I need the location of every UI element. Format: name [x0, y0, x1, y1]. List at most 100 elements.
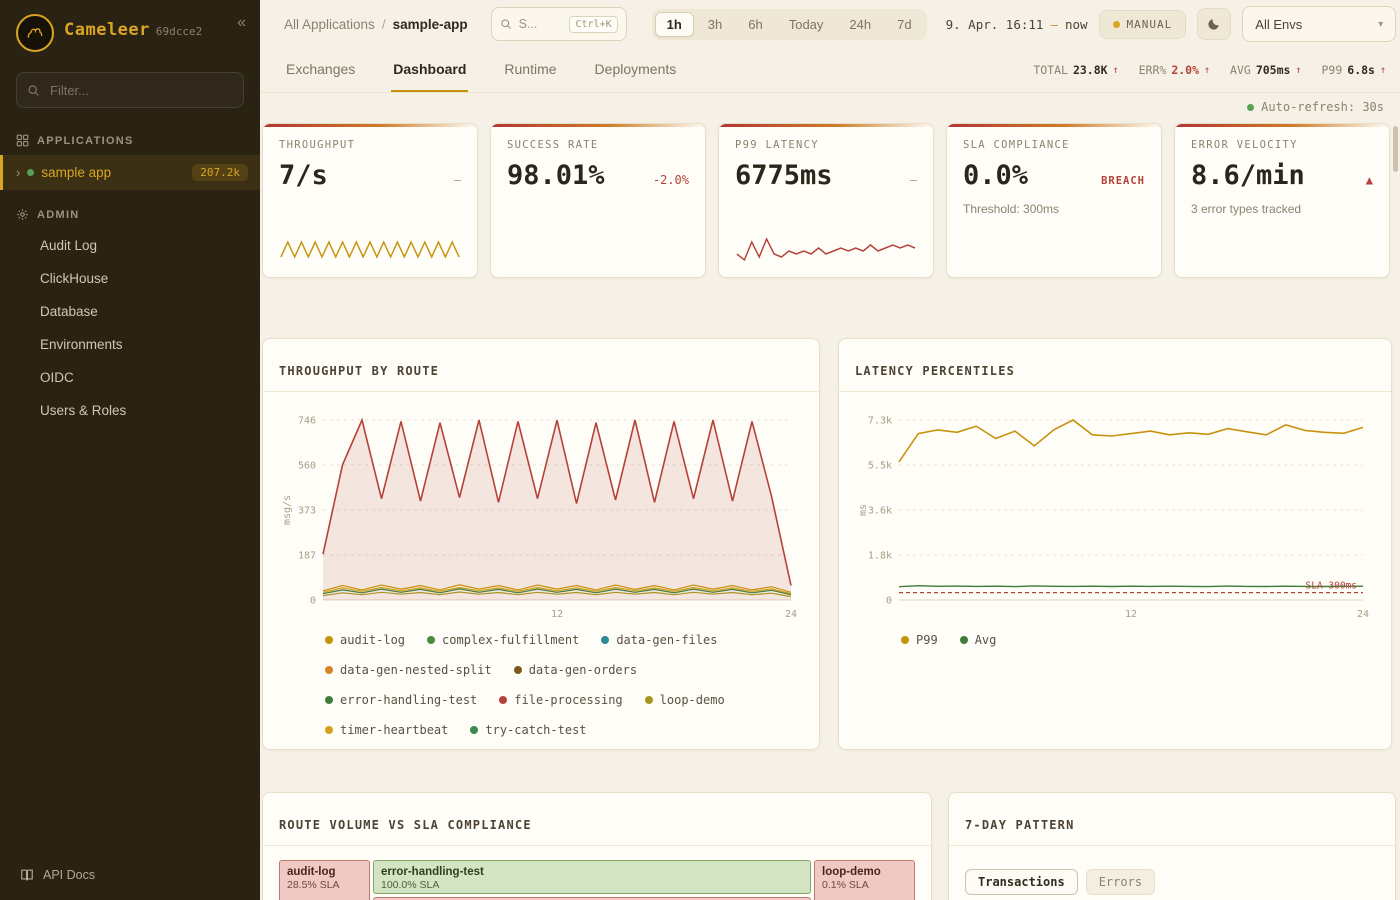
treemap-block-loop-demo[interactable]: loop-demo0.1% SLA	[814, 860, 915, 900]
sidebar-filter-input[interactable]	[48, 82, 233, 99]
legend-dot	[601, 636, 609, 644]
sidebar-item-database[interactable]: Database	[0, 295, 260, 328]
sidebar-collapse-icon[interactable]: «	[237, 14, 246, 32]
heatmap-tab-transactions[interactable]: Transactions	[965, 869, 1078, 895]
legend-dot	[499, 696, 507, 704]
breadcrumb-current: sample-app	[393, 17, 468, 32]
sidebar-item-environments[interactable]: Environments	[0, 328, 260, 361]
app-root: Cameleer 69dcce2 « APPLICATIONS › sample…	[0, 0, 1400, 900]
manual-refresh-button[interactable]: MANUAL	[1099, 10, 1187, 39]
applications-section-label: APPLICATIONS	[0, 124, 260, 155]
date-to: now	[1065, 17, 1088, 32]
svg-text:ms: ms	[858, 504, 869, 516]
chevron-right-icon[interactable]: ›	[16, 165, 20, 180]
sidebar-item-clickhouse[interactable]: ClickHouse	[0, 262, 260, 295]
tabs: Exchanges Dashboard Runtime Deployments	[284, 48, 678, 92]
panel-title: THROUGHPUT BY ROUTE	[263, 349, 819, 392]
throughput-by-route-canvas: 01873735607461224msg/s	[279, 410, 805, 622]
book-icon	[20, 868, 34, 882]
legend-item-loop-demo[interactable]: loop-demo	[645, 693, 725, 707]
legend-item-error-handling-test[interactable]: error-handling-test	[325, 693, 477, 707]
treemap-block-error-handling-test[interactable]: error-handling-test100.0% SLA	[373, 860, 811, 894]
app-status-dot	[27, 169, 34, 176]
admin-label: ADMIN	[37, 209, 80, 221]
date-range[interactable]: 9. Apr. 16:11 — now	[946, 17, 1088, 32]
tab-exchanges[interactable]: Exchanges	[284, 48, 357, 92]
sidebar-item-sample-app[interactable]: › sample app 207.2k	[0, 155, 260, 190]
svg-text:187: 187	[298, 550, 316, 561]
stat-value: 6.8s	[1347, 63, 1375, 77]
time-range-7d[interactable]: 7d	[885, 12, 923, 37]
panel-latency-percentiles: LATENCY PERCENTILES 01.8k3.6k5.5k7.3k122…	[838, 338, 1392, 750]
breadcrumb: All Applications / sample-app	[284, 17, 468, 32]
kpi-value: 98.01%	[507, 160, 605, 191]
svg-text:7.3k: 7.3k	[868, 415, 892, 426]
treemap-block-audit-log[interactable]: audit-log28.5% SLA	[279, 860, 370, 900]
sla-treemap: audit-log28.5% SLAerror-handling-test100…	[279, 860, 915, 900]
kpi-subtitle: Threshold: 300ms	[963, 202, 1145, 216]
svg-text:0: 0	[310, 595, 316, 606]
sparkline	[735, 234, 917, 268]
legend-item-try-catch-test[interactable]: try-catch-test	[470, 723, 586, 737]
kpi-delta: –	[454, 173, 461, 187]
app-item-badge: 207.2k	[192, 164, 248, 181]
time-range-3h[interactable]: 3h	[696, 12, 734, 37]
brand-text: Cameleer 69dcce2	[64, 20, 202, 40]
tabbar: Exchanges Dashboard Runtime Deployments TOT…	[260, 48, 1400, 93]
panel-route-volume-sla: ROUTE VOLUME VS SLA COMPLIANCE audit-log…	[262, 792, 932, 900]
header-stats: TOTAL23.8K↑ERR%2.0%↑AVG705ms↑P996.8s↑	[1033, 48, 1386, 92]
kpi-card-p99-latency: P99 LATENCY6775ms–	[718, 123, 934, 278]
env-selector-value: All Envs	[1255, 17, 1302, 32]
heatmap-tab-errors[interactable]: Errors	[1086, 869, 1155, 895]
latency-chart: 01.8k3.6k5.5k7.3k1224msSLA 300ms	[855, 410, 1375, 625]
time-range-24h[interactable]: 24h	[837, 12, 883, 37]
legend-item-file-processing[interactable]: file-processing	[499, 693, 622, 707]
legend-item-complex-fulfillment[interactable]: complex-fulfillment	[427, 633, 579, 647]
sidebar-item-users-roles[interactable]: Users & Roles	[0, 394, 260, 427]
charts-row: THROUGHPUT BY ROUTE 01873735607461224msg…	[260, 278, 1400, 750]
applications-icon	[16, 134, 29, 147]
svg-text:SLA 300ms: SLA 300ms	[1306, 581, 1357, 592]
kpi-card-throughput: THROUGHPUT7/s–	[262, 123, 478, 278]
tab-runtime[interactable]: Runtime	[502, 48, 558, 92]
sidebar-filter[interactable]	[16, 72, 244, 108]
kpi-value: 6775ms	[735, 160, 833, 191]
time-range-6h[interactable]: 6h	[736, 12, 774, 37]
dark-mode-toggle[interactable]	[1197, 8, 1231, 40]
search-icon	[27, 84, 40, 97]
sidebar-item-audit-log[interactable]: Audit Log	[0, 229, 260, 262]
legend-item-avg[interactable]: Avg	[960, 633, 997, 647]
env-selector[interactable]: All Envs ▾	[1242, 6, 1396, 42]
stat-value: 23.8K	[1073, 63, 1108, 77]
breadcrumb-root[interactable]: All Applications	[284, 17, 375, 32]
legend-dot	[901, 636, 909, 644]
legend-item-data-gen-files[interactable]: data-gen-files	[601, 633, 717, 647]
legend-item-audit-log[interactable]: audit-log	[325, 633, 405, 647]
legend-dot	[645, 696, 653, 704]
sparkline	[279, 234, 461, 268]
kpi-delta: –	[910, 173, 917, 187]
legend-item-p99[interactable]: P99	[901, 633, 938, 647]
heatmap-tabs: Transactions Errors	[949, 856, 1395, 900]
search-shortcut-kbd: Ctrl+K	[569, 16, 617, 33]
kpi-title: SLA COMPLIANCE	[963, 139, 1145, 151]
admin-section-label: ADMIN	[0, 198, 260, 229]
tab-deployments[interactable]: Deployments	[593, 48, 679, 92]
legend-item-data-gen-orders[interactable]: data-gen-orders	[514, 663, 637, 677]
sidebar-item-api-docs[interactable]: API Docs	[0, 854, 260, 900]
global-search[interactable]: S... Ctrl+K	[491, 7, 627, 41]
stat-value: 705ms	[1256, 63, 1291, 77]
time-range-today[interactable]: Today	[777, 12, 836, 37]
brand-suffix: 69dcce2	[156, 25, 202, 38]
kpi-value: 0.0%	[963, 160, 1028, 191]
kpi-title: ERROR VELOCITY	[1191, 139, 1373, 151]
sidebar-item-oidc[interactable]: OIDC	[0, 361, 260, 394]
gear-icon	[16, 208, 29, 221]
tab-dashboard[interactable]: Dashboard	[391, 48, 468, 92]
legend-item-data-gen-nested-split[interactable]: data-gen-nested-split	[325, 663, 492, 677]
main-scrollbar-thumb[interactable]	[1393, 126, 1398, 172]
legend-item-timer-heartbeat[interactable]: timer-heartbeat	[325, 723, 448, 737]
time-range-1h[interactable]: 1h	[655, 12, 694, 37]
main-content: All Applications / sample-app S... Ctrl+…	[260, 0, 1400, 900]
treemap-block-sla: 100.0% SLA	[381, 879, 803, 891]
